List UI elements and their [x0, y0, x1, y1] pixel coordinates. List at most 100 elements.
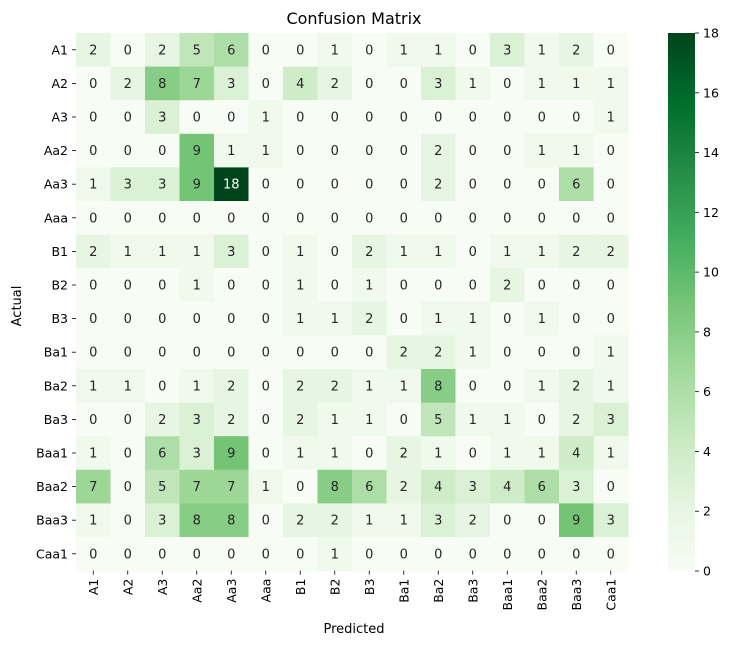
heatmap-cell	[76, 167, 112, 202]
x-tick-label: A2	[120, 579, 135, 596]
cell-value-label: 3	[158, 178, 166, 193]
heatmap-cell	[524, 66, 560, 101]
cell-value-label: 1	[469, 413, 477, 428]
cell-value-label: 3	[227, 245, 235, 260]
cell-value-label: 0	[227, 279, 235, 294]
heatmap-cell	[524, 33, 560, 68]
heatmap-cell	[524, 234, 560, 269]
cell-value-label: 2	[469, 514, 477, 529]
colorbar-tick-label: 0	[703, 564, 711, 579]
cell-value-label: 1	[158, 245, 166, 260]
heatmap-cell	[110, 402, 146, 437]
heatmap-cell	[76, 301, 112, 336]
cell-value-label: 0	[158, 279, 166, 294]
heatmap-cell	[283, 503, 319, 538]
heatmap-cell	[145, 133, 181, 168]
cell-value-label: 3	[227, 77, 235, 92]
cell-value-label: 0	[262, 211, 270, 226]
heatmap-cell	[248, 537, 284, 572]
heatmap-cell	[317, 167, 353, 202]
cell-value-label: 0	[262, 245, 270, 260]
cell-value-label: 0	[607, 144, 615, 159]
cell-value-label: 0	[469, 447, 477, 462]
cell-value-label: 0	[124, 279, 132, 294]
x-tick-label: Aa3	[224, 579, 239, 603]
cell-value-label: 0	[607, 279, 615, 294]
cell-value-label: 0	[365, 111, 373, 126]
heatmap-cell	[593, 335, 629, 370]
heatmap-cell	[110, 133, 146, 168]
heatmap-cell	[283, 100, 319, 135]
heatmap-cell	[455, 201, 491, 236]
heatmap-cell	[593, 133, 629, 168]
cell-value-label: 2	[331, 514, 339, 529]
y-tick-label: Baa2	[36, 479, 68, 494]
cell-value-label: 1	[331, 413, 339, 428]
heatmap-cell	[352, 167, 388, 202]
heatmap-cell	[386, 33, 422, 68]
cell-value-label: 0	[296, 144, 304, 159]
cell-value-label: 0	[89, 279, 97, 294]
cell-value-label: 1	[296, 312, 304, 327]
cell-value-label: 3	[158, 111, 166, 126]
cell-value-label: 0	[89, 547, 97, 562]
cell-value-label: 0	[503, 111, 511, 126]
cell-value-label: 0	[538, 547, 546, 562]
cell-value-label: 0	[400, 413, 408, 428]
cell-value-label: 0	[262, 279, 270, 294]
cell-value-label: 8	[158, 77, 166, 92]
y-tick-label: B2	[51, 278, 68, 293]
heatmap-cell	[352, 66, 388, 101]
heatmap-cell	[248, 100, 284, 135]
cell-value-label: 6	[158, 447, 166, 462]
cell-value-label: 0	[89, 346, 97, 361]
heatmap-cell	[317, 201, 353, 236]
heatmap-cell	[386, 167, 422, 202]
cell-value-label: 1	[503, 447, 511, 462]
heatmap-cell	[352, 133, 388, 168]
cell-value-label: 0	[503, 514, 511, 529]
cell-value-label: 3	[124, 178, 132, 193]
heatmap-cell	[386, 100, 422, 135]
heatmap-cell	[352, 537, 388, 572]
colorbar-tick-label: 8	[703, 324, 711, 339]
heatmap-cell	[490, 537, 526, 572]
heatmap-cell	[490, 335, 526, 370]
cell-value-label: 0	[262, 413, 270, 428]
cell-value-label: 1	[400, 245, 408, 260]
cell-value-label: 1	[365, 379, 373, 394]
cell-value-label: 2	[296, 413, 304, 428]
heatmap-cell	[352, 234, 388, 269]
heatmap-cell	[490, 234, 526, 269]
cell-value-label: 3	[158, 514, 166, 529]
cell-value-label: 0	[607, 211, 615, 226]
y-tick-label: A3	[51, 110, 68, 125]
heatmap-cell	[283, 436, 319, 471]
cell-value-label: 1	[296, 279, 304, 294]
cell-value-label: 1	[503, 413, 511, 428]
heatmap-cell	[110, 268, 146, 303]
cell-value-label: 1	[193, 245, 201, 260]
heatmap-cell-labels: 2 0 2 5 6 0 0 1 0 1 1 0 3 1 2 0 0 2 8 7 3 0 4 2 0 0 3 1 0 1 1 1 0 0 3 0 0 1 0 0…	[89, 43, 615, 562]
cell-value-label: 1	[572, 77, 580, 92]
heatmap-cell	[524, 402, 560, 437]
cell-value-label: 0	[158, 346, 166, 361]
cell-value-label: 2	[434, 178, 442, 193]
cell-value-label: 1	[89, 514, 97, 529]
cell-value-label: 1	[434, 245, 442, 260]
x-tick-label: B3	[362, 579, 377, 596]
heatmap-cell	[455, 301, 491, 336]
cell-value-label: 0	[296, 547, 304, 562]
cell-value-label: 2	[331, 379, 339, 394]
cell-value-label: 0	[331, 211, 339, 226]
cell-value-label: 9	[227, 447, 235, 462]
heatmap-cell	[559, 100, 595, 135]
heatmap-cell	[179, 469, 215, 504]
cell-value-label: 1	[331, 547, 339, 562]
cell-value-label: 5	[158, 480, 166, 495]
heatmap-cell	[214, 201, 250, 236]
heatmap-cell	[76, 66, 112, 101]
cell-value-label: 2	[607, 245, 615, 260]
cell-value-label: 2	[365, 312, 373, 327]
heatmap-cell	[283, 402, 319, 437]
